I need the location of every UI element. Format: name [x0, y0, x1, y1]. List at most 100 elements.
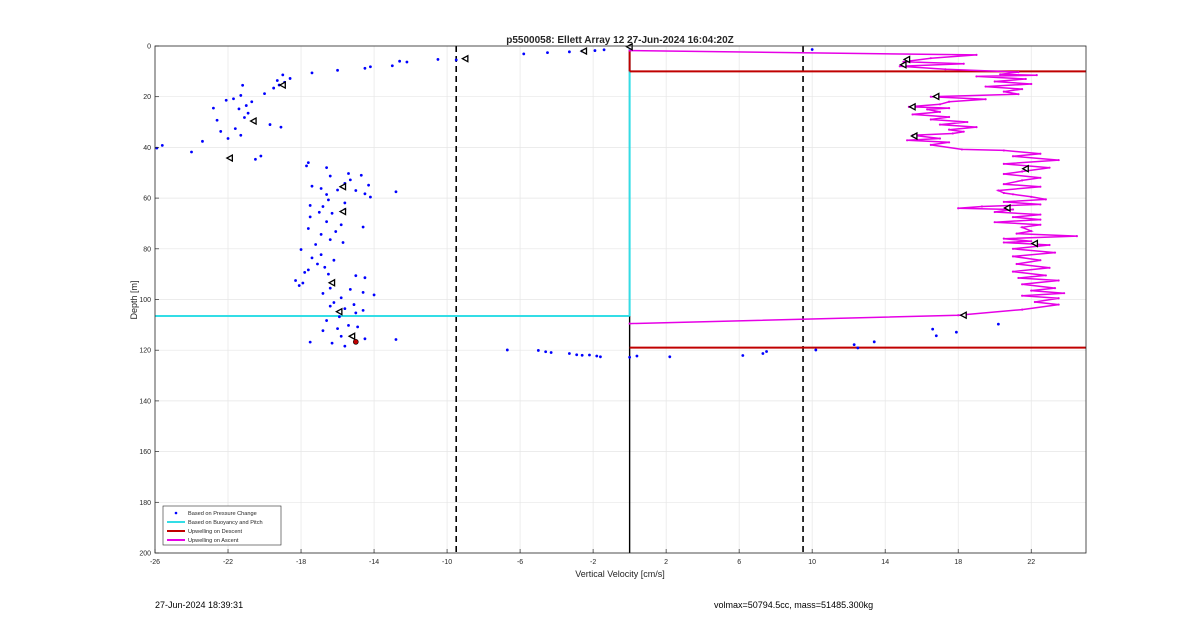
pressure-change-point [310, 71, 314, 75]
ascent-upwelling-point [1015, 232, 1018, 235]
pressure-change-point [343, 344, 347, 348]
ascent-upwelling-point [1057, 297, 1060, 300]
x-tick-label: 10 [808, 559, 816, 566]
ascent-upwelling-point [929, 95, 932, 98]
pressure-change-point [332, 258, 336, 262]
ascent-upwelling-point [957, 207, 960, 210]
pressure-change-point [215, 118, 219, 122]
legend-swatch [174, 511, 178, 515]
triangle-marker [225, 153, 233, 163]
pressure-change-point [321, 205, 325, 208]
ascent-upwelling-point [1030, 195, 1033, 198]
ascent-upwelling-point [944, 68, 947, 71]
pressure-change-point [668, 355, 672, 359]
triangle-marker [910, 131, 918, 141]
data-layer [155, 42, 1086, 553]
y-axis-label: Depth [m] [129, 280, 139, 319]
y-tick-label: 200 [139, 551, 151, 558]
ascent-upwelling-point [1021, 179, 1024, 182]
ascent-upwelling-point [1011, 216, 1015, 219]
pressure-change-point [810, 48, 814, 51]
pressure-change-point [268, 123, 272, 126]
x-tick-label: -6 [517, 559, 523, 566]
pressure-change-point [243, 116, 246, 119]
pressure-change-point [305, 164, 308, 168]
pressure-change-point [522, 52, 526, 56]
pressure-change-point [635, 354, 639, 358]
ascent-upwelling-point [1021, 87, 1024, 91]
ascent-upwelling-point [1002, 172, 1005, 176]
ascent-upwelling-point [975, 75, 978, 78]
ascent-upwelling-point [947, 141, 951, 144]
pressure-change-point [390, 64, 394, 68]
y-tick-label: 140 [139, 398, 151, 405]
pressure-change-point [544, 350, 548, 354]
triangle-marker [460, 54, 469, 63]
pressure-change-point [319, 253, 323, 257]
ascent-upwelling-line [629, 49, 1077, 325]
ascent-upwelling-point [628, 322, 631, 325]
ascent-upwelling-point [947, 100, 951, 103]
pressure-change-point [363, 276, 367, 280]
pressure-change-point [359, 173, 363, 177]
pressure-change-point [310, 256, 314, 260]
pressure-change-point [398, 59, 402, 63]
pressure-change-point [599, 355, 602, 359]
ascent-upwelling-point [1011, 255, 1015, 258]
y-tick-label: 60 [143, 196, 151, 203]
pressure-change-point [306, 268, 310, 272]
ascent-upwelling-point [975, 53, 978, 56]
pressure-change-point [308, 340, 312, 344]
pressure-change-point [321, 329, 325, 333]
pressure-change-point [354, 311, 358, 315]
pressure-change-point [931, 327, 935, 331]
pressure-change-point [297, 284, 301, 287]
ascent-upwelling-point [1030, 229, 1033, 233]
ascent-upwelling-point [1021, 294, 1024, 297]
pressure-change-point [363, 192, 367, 196]
x-tick-label: 22 [1027, 559, 1035, 566]
triangle-marker [1021, 164, 1029, 173]
pressure-change-point [232, 97, 235, 101]
ascent-upwelling-point [929, 57, 932, 60]
pressure-change-point [339, 223, 343, 227]
pressure-change-point [244, 104, 248, 107]
pressure-change-point [549, 351, 553, 354]
triangle-marker [338, 182, 347, 191]
pressure-change-point [741, 354, 745, 357]
pressure-change-point [237, 107, 241, 111]
y-tick-label: 120 [139, 348, 151, 355]
pressure-change-point [241, 83, 245, 87]
ascent-upwelling-point [962, 130, 965, 133]
triangle-marker [1003, 203, 1011, 213]
x-tick-label: 6 [737, 559, 741, 566]
pressure-change-point [325, 193, 328, 196]
ascent-upwelling-point [938, 137, 942, 140]
legend-label: Upwelling on Ascent [188, 538, 239, 544]
x-tick-label: 2 [664, 559, 668, 566]
pressure-change-point [593, 49, 597, 52]
pressure-change-point [219, 130, 223, 133]
pressure-change-point [536, 349, 540, 352]
triangle-marker [327, 278, 336, 287]
pressure-change-point [190, 150, 193, 154]
ascent-upwelling-point [1039, 259, 1042, 262]
ascent-upwelling-point [1024, 77, 1027, 81]
pressure-change-point [372, 293, 376, 297]
triangle-marker [249, 116, 257, 126]
pressure-change-point [328, 238, 332, 242]
ascent-upwelling-point [980, 205, 984, 208]
footer-timestamp: 27-Jun-2024 18:39:31 [155, 600, 244, 610]
pressure-change-point [337, 315, 341, 319]
ascent-upwelling-point [1002, 237, 1005, 240]
ascent-upwelling-point [906, 139, 909, 142]
ascent-upwelling-point [938, 123, 942, 126]
pressure-change-point [628, 355, 632, 359]
pressure-change-point [339, 296, 343, 300]
ascent-upwelling-point [1011, 208, 1015, 211]
pressure-change-point [317, 210, 321, 214]
pressure-change-point [348, 287, 352, 291]
ascent-upwelling-point [1017, 276, 1020, 280]
ascent-upwelling-point [1011, 193, 1015, 196]
